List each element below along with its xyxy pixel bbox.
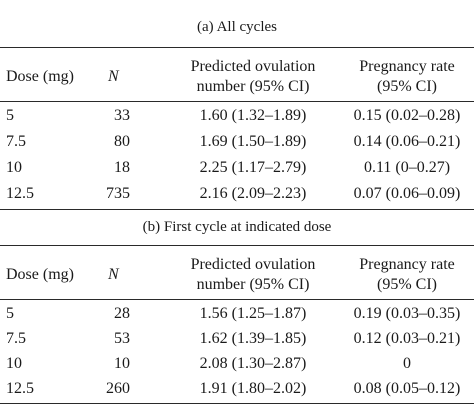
cell-n: 10 — [114, 355, 130, 372]
cell-ovulation: 2.08 (1.30–2.87) — [199, 355, 307, 372]
cell-pregnancy: 0.15 (0.02–0.28) — [353, 107, 461, 124]
table-b-header-pregnancy-line2: (95% CI) — [377, 276, 437, 293]
cell-ovulation: 1.60 (1.32–1.89) — [199, 107, 307, 124]
cell-dose: 10 — [6, 159, 22, 176]
cell-n: 260 — [106, 380, 130, 397]
cell-ovulation: 1.69 (1.50–1.89) — [199, 133, 307, 150]
cell-dose: 10 — [6, 355, 22, 372]
cell-pregnancy: 0.07 (0.06–0.09) — [353, 185, 461, 202]
cell-n: 53 — [114, 330, 130, 347]
table-a-header-rule — [0, 101, 474, 102]
table-a-header-n: N — [108, 68, 119, 85]
cell-ovulation: 1.62 (1.39–1.85) — [199, 330, 307, 347]
cell-pregnancy: 0.11 (0–0.27) — [363, 159, 451, 176]
table-a-header-dose: Dose (mg) — [6, 68, 74, 85]
cell-n: 80 — [114, 133, 130, 150]
table-b-header-rule — [0, 299, 474, 300]
table-a-header-ovulation-line2: number (95% CI) — [196, 78, 310, 95]
table-b-header-ovulation-line2: number (95% CI) — [196, 276, 310, 293]
cell-dose: 5 — [6, 107, 14, 124]
cell-n: 18 — [114, 159, 130, 176]
table-a-header-ovulation-line1: Predicted ovulation — [190, 58, 316, 75]
cell-n: 735 — [106, 185, 130, 202]
cell-dose: 12.5 — [6, 185, 34, 202]
cell-pregnancy: 0.19 (0.03–0.35) — [353, 305, 461, 322]
table-b-caption: (b) First cycle at indicated dose — [142, 219, 332, 235]
table-a-caption: (a) All cycles — [197, 19, 277, 35]
table-b-bottom-rule — [0, 403, 474, 404]
cell-ovulation: 1.91 (1.80–2.02) — [199, 380, 307, 397]
cell-dose: 5 — [6, 305, 14, 322]
table-a-bottom-rule — [0, 209, 474, 210]
table-b-header-dose: Dose (mg) — [6, 266, 74, 283]
cell-dose: 12.5 — [6, 380, 34, 397]
cell-ovulation: 1.56 (1.25–1.87) — [199, 305, 307, 322]
cell-ovulation: 2.25 (1.17–2.79) — [199, 159, 307, 176]
table-b-header-ovulation-line1: Predicted ovulation — [190, 256, 316, 273]
table-a-top-rule — [0, 47, 474, 48]
table-a-header-pregnancy-line1: Pregnancy rate — [359, 58, 455, 75]
cell-ovulation: 2.16 (2.09–2.23) — [199, 185, 307, 202]
cell-pregnancy: 0.08 (0.05–0.12) — [353, 380, 461, 397]
cell-n: 28 — [114, 305, 130, 322]
cell-dose: 7.5 — [6, 330, 26, 347]
table-b-top-rule — [0, 245, 474, 246]
table-b-header-n: N — [108, 266, 119, 283]
table-b-header-pregnancy-line1: Pregnancy rate — [359, 256, 455, 273]
cell-dose: 7.5 — [6, 133, 26, 150]
cell-pregnancy: 0 — [403, 355, 411, 372]
cell-n: 33 — [114, 107, 130, 124]
table-a-header-pregnancy-line2: (95% CI) — [377, 78, 437, 95]
cell-pregnancy: 0.12 (0.03–0.21) — [353, 330, 461, 347]
cell-pregnancy: 0.14 (0.06–0.21) — [353, 133, 461, 150]
